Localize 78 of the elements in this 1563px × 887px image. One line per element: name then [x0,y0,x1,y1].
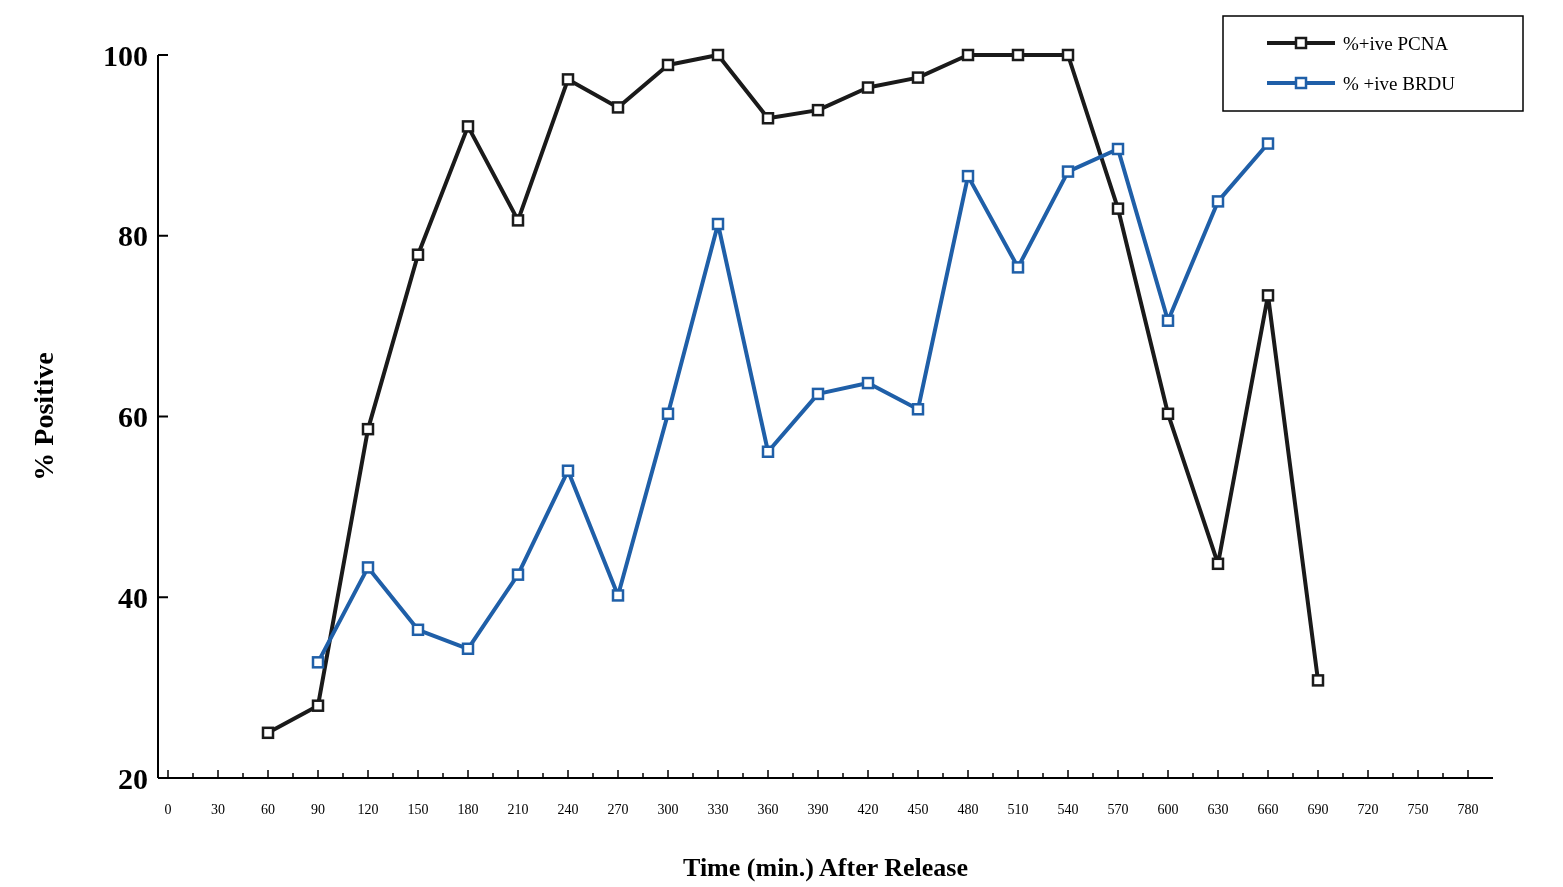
point [761,112,775,125]
point [861,81,875,94]
x-tick-label: 390 [807,802,829,817]
point [1311,674,1325,687]
point [1061,165,1075,178]
x-tick-label: 150 [407,802,429,817]
x-tick-label: 300 [657,802,679,817]
point [411,623,425,637]
point [1261,137,1275,150]
x-tick-label: 720 [1357,802,1379,817]
y-tick-label: 40 [118,580,148,614]
point [1061,48,1075,62]
point [961,48,975,62]
point [261,726,275,740]
y-tick-label: 100 [103,38,148,72]
point [861,376,875,390]
point [561,464,575,477]
x-tick-label: 210 [507,802,529,817]
point [1011,261,1025,274]
point [1161,407,1175,421]
point [1161,314,1175,327]
y-tick-label: 80 [118,219,148,253]
x-tick-label: 180 [457,802,479,817]
point [611,589,625,602]
point [761,445,775,458]
x-tick-label: 510 [1007,802,1029,817]
point [661,407,675,421]
x-tick-label: 540 [1057,802,1079,817]
x-tick-label: 660 [1257,802,1279,817]
x-tick-label: 0 [164,802,172,817]
x-tick-label: 480 [957,802,979,817]
point [1111,202,1125,215]
point [961,169,975,183]
point [911,403,925,416]
x-tick-label: 120 [357,802,379,817]
x-tick-label: 360 [757,802,779,817]
x-tick-label: 30 [211,802,225,817]
point [361,422,375,436]
x-tick-label: 570 [1107,802,1129,817]
x-tick-label: 750 [1407,802,1429,817]
point [711,48,725,62]
point [311,656,325,669]
point [611,101,625,114]
point [811,387,825,401]
legend-label: % +ive BRDU [1343,72,1456,94]
point [561,73,575,86]
point [711,217,725,231]
x-tick-label: 630 [1207,802,1229,817]
y-axis-title: % Positive [28,352,59,481]
point [511,568,525,581]
x-tick-label: 240 [557,802,579,817]
x-axis-title: Time (min.) After Release [683,853,968,882]
x-tick-label: 90 [311,802,325,817]
point [661,58,675,72]
x-tick-label: 420 [857,802,879,817]
x-tick-label: 450 [907,802,929,817]
point [361,561,375,574]
point [811,103,825,117]
point [511,214,525,227]
point [461,642,475,656]
point [311,699,325,712]
point [1111,142,1125,156]
point [1011,48,1025,62]
point [411,248,425,261]
legend-label: %+ive PCNA [1343,32,1449,54]
x-tick-label: 270 [607,802,629,817]
point [1211,195,1225,208]
point [461,120,475,133]
point [1261,289,1275,302]
x-tick-label: 330 [707,802,729,817]
y-tick-label: 20 [118,761,148,795]
x-tick-label: 60 [261,802,275,817]
point [1211,557,1225,571]
y-tick-label: 60 [118,400,148,433]
x-tick-label: 780 [1457,802,1479,817]
x-tick-label: 690 [1307,802,1329,817]
x-tick-label: 600 [1157,802,1179,817]
point [911,71,925,84]
